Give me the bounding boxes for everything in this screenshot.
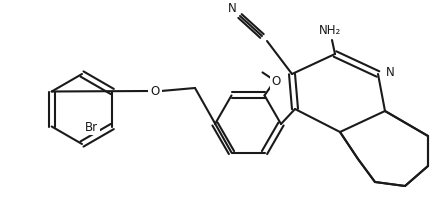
Text: O: O — [150, 85, 160, 98]
Text: N: N — [386, 66, 395, 79]
Text: Br: Br — [85, 120, 98, 133]
Text: N: N — [227, 2, 236, 16]
Text: NH₂: NH₂ — [319, 23, 341, 36]
Text: O: O — [272, 74, 281, 88]
